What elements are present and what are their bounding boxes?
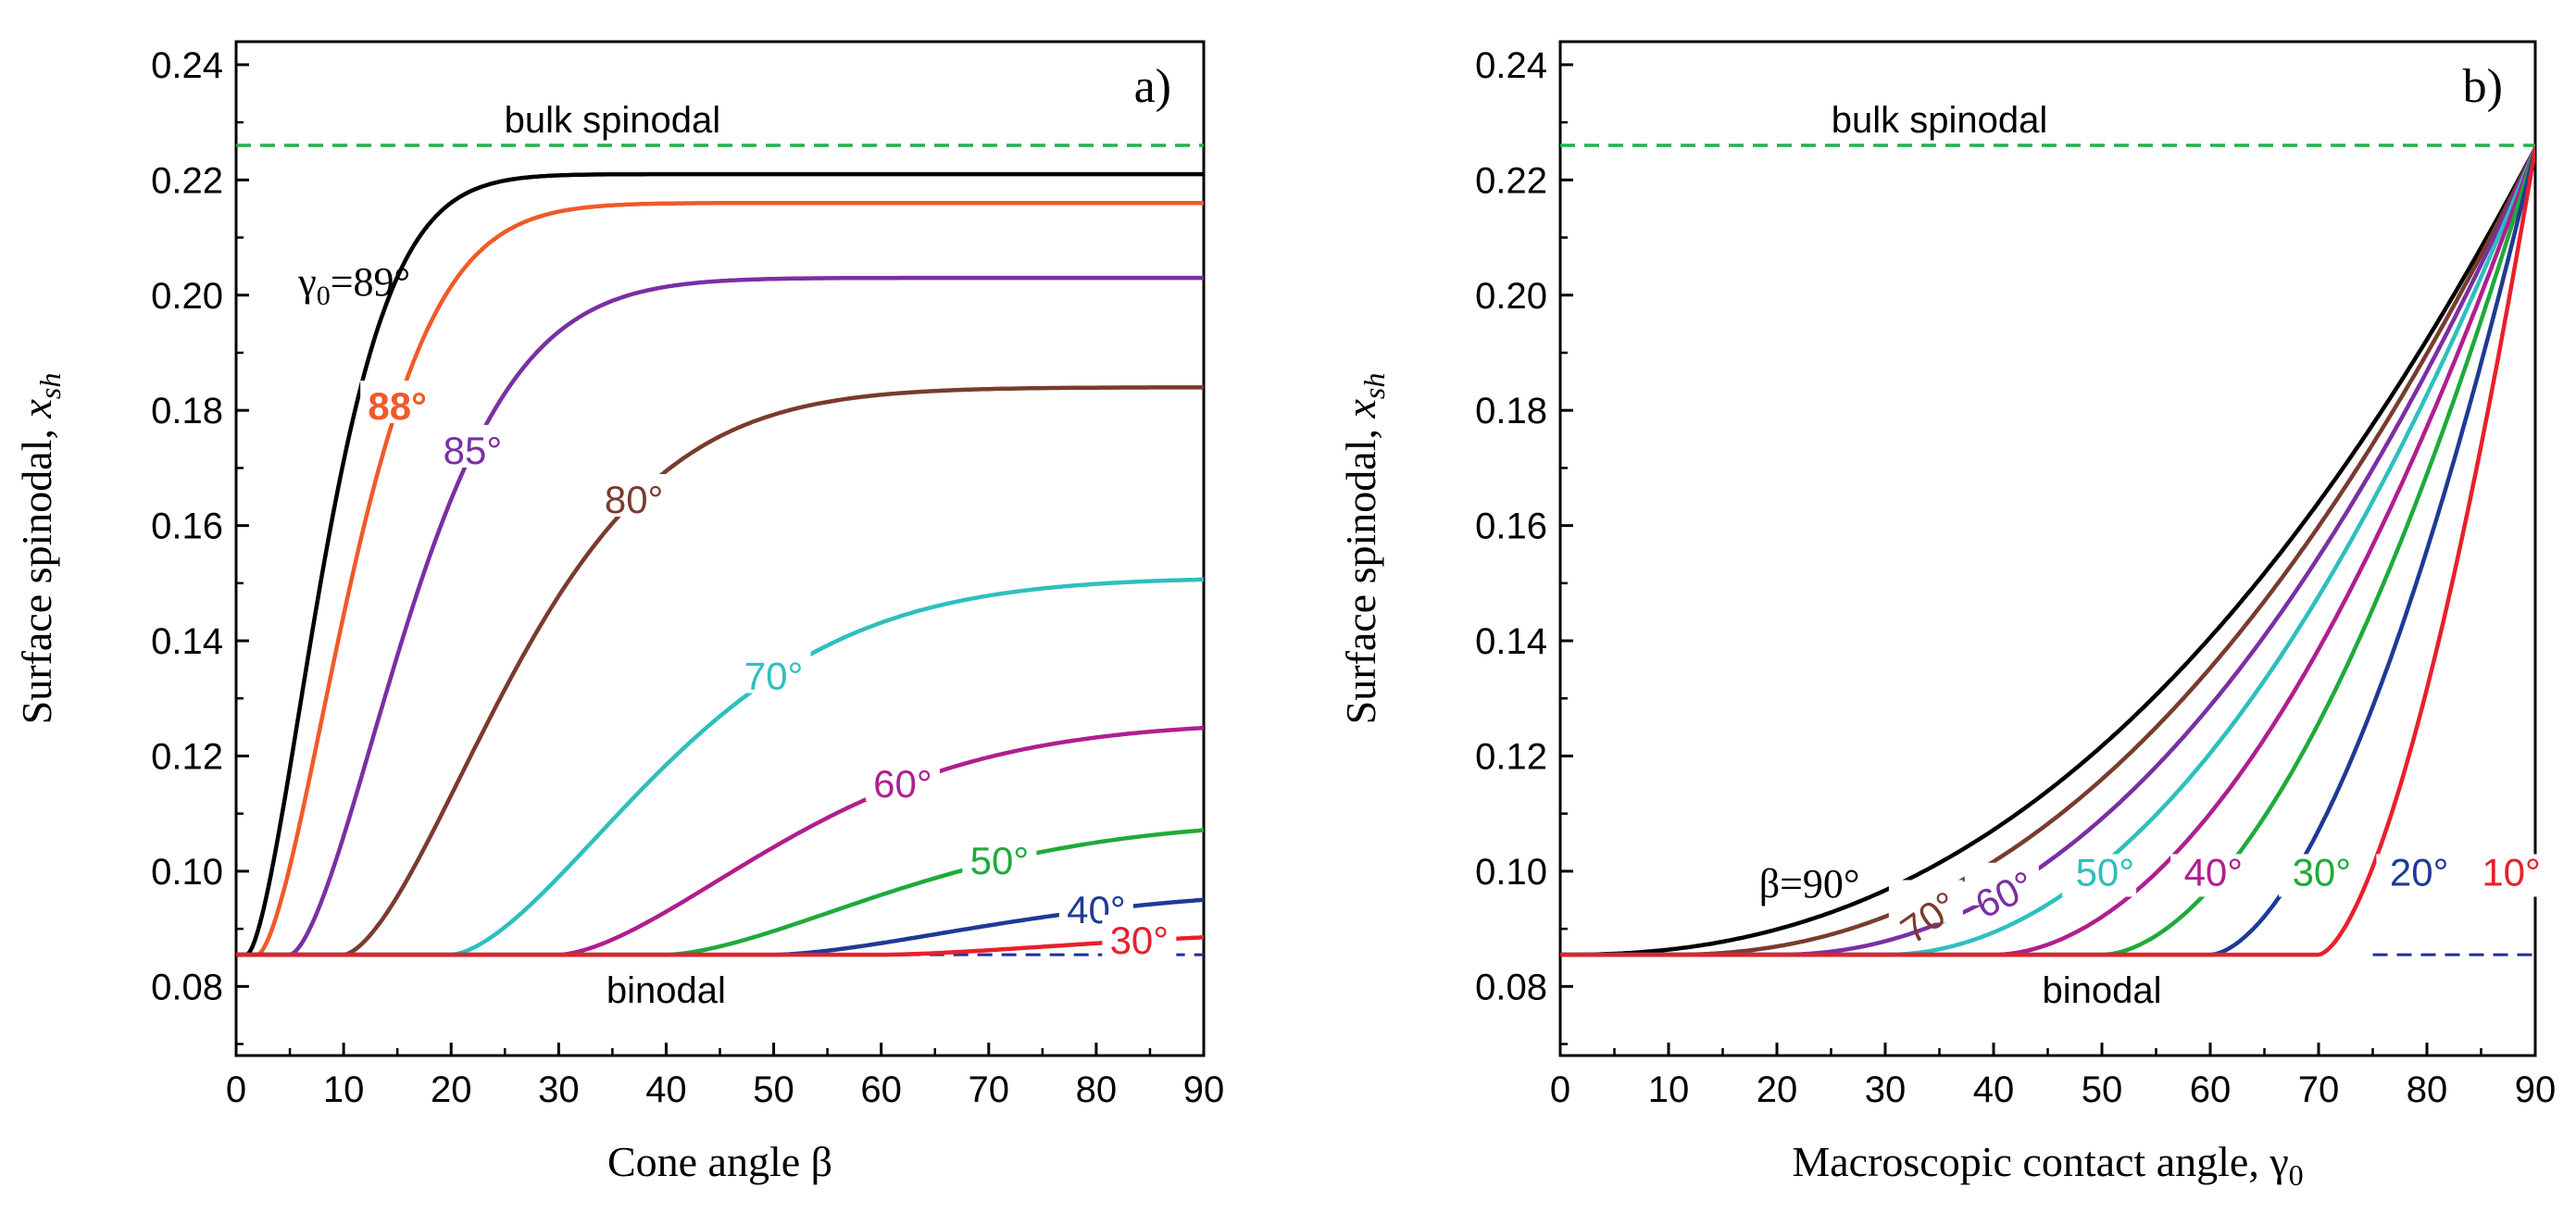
y-axis-title: Surface spinodal, xsh — [1337, 373, 1391, 725]
x-tick-label: 20 — [1757, 1069, 1798, 1110]
series-label-bg — [1888, 880, 1963, 923]
series-label: 88° — [368, 384, 427, 428]
series-label: 60° — [873, 762, 932, 806]
x-tick-label: 50 — [753, 1069, 794, 1110]
series-line — [1560, 145, 2535, 957]
x-axis-title: Macroscopic contact angle, γ0 — [1792, 1138, 2303, 1192]
series-line — [1560, 145, 2535, 957]
series-label: γ0=89° — [297, 259, 410, 311]
y-tick-label: 0.16 — [151, 506, 223, 547]
y-tick-label: 0.12 — [1475, 736, 1547, 777]
x-tick-label: 10 — [323, 1069, 365, 1110]
x-tick-label: 40 — [1973, 1069, 2015, 1110]
x-tick-label: 0 — [1550, 1069, 1570, 1110]
y-tick-label: 0.18 — [151, 391, 223, 431]
series-line — [1560, 145, 2535, 957]
x-axis-title: Cone angle β — [607, 1138, 832, 1185]
series-label: β=90° — [1759, 861, 1860, 906]
y-tick-label: 0.12 — [151, 736, 223, 777]
x-tick-label: 20 — [431, 1069, 472, 1110]
y-tick-label: 0.14 — [151, 621, 223, 662]
y-tick-label: 0.16 — [1475, 506, 1547, 547]
series-label-bg — [1102, 914, 1177, 957]
panel-b: 0 10 20 30 40 50 60 70 80 90 0.08 0.10 0.12 0.14 0.16 0… — [1337, 40, 2557, 1192]
series-label: 85° — [444, 429, 503, 472]
y-tick-label: 0.18 — [1475, 391, 1547, 431]
series-line — [236, 577, 1204, 957]
y-tick-label: 0.24 — [1475, 45, 1547, 86]
series-line — [236, 171, 1204, 957]
bulk-spinodal-label: bulk spinodal — [1832, 100, 2048, 141]
x-tick-label: 70 — [2298, 1069, 2340, 1110]
series-line — [236, 275, 1204, 957]
y-tick-label: 0.22 — [151, 160, 223, 201]
x-tick-label: 50 — [2082, 1069, 2123, 1110]
series-line — [236, 385, 1204, 957]
x-tick-label: 80 — [1076, 1069, 1118, 1110]
series-label: 50° — [2076, 850, 2135, 894]
x-tick-label: 90 — [1183, 1069, 1225, 1110]
series-line — [1560, 145, 2535, 957]
series-label: 50° — [970, 839, 1030, 882]
series-label-bg — [2170, 854, 2245, 897]
x-tick-label: 10 — [1648, 1069, 1690, 1110]
series-label: 70° — [744, 654, 804, 697]
series-label-bg — [2468, 854, 2543, 897]
series-line — [1560, 145, 2535, 957]
series-label-bg — [360, 381, 435, 424]
y-tick-label: 0.08 — [1475, 967, 1547, 1007]
x-tick-label: 30 — [538, 1069, 580, 1110]
series-line — [236, 828, 1204, 957]
y-tick-label: 0.14 — [1475, 621, 1547, 662]
y-axis-title: Surface spinodal, xsh — [13, 373, 67, 725]
y-tick-label: 0.24 — [151, 45, 223, 86]
y-tick-label: 0.10 — [1475, 852, 1547, 893]
series-label: 30° — [1110, 919, 1169, 962]
series-line — [1560, 145, 2535, 957]
y-tick-label: 0.08 — [151, 967, 223, 1007]
panel-a: 0 10 20 30 40 50 60 70 80 90 0.08 0.10 0.12 0.14 0.16 0… — [13, 40, 1225, 1185]
series-line — [236, 935, 1204, 957]
x-tick-label: 60 — [860, 1069, 902, 1110]
curves — [1560, 145, 2535, 957]
series-label-bg — [2376, 854, 2451, 897]
y-tick-label: 0.20 — [151, 276, 223, 317]
series-label-bg — [736, 650, 811, 694]
panel-tag: a) — [1134, 60, 1171, 113]
plot-frame — [234, 40, 1206, 1057]
panel-tag: b) — [2463, 60, 2503, 113]
series-label: 80° — [605, 478, 664, 521]
x-tick-label: 30 — [1865, 1069, 1907, 1110]
series-label: 30° — [2293, 850, 2352, 894]
series-label: 20° — [2390, 850, 2449, 894]
x-tick-label: 40 — [645, 1069, 687, 1110]
x-tick-label: 80 — [2407, 1069, 2448, 1110]
y-tick-label: 0.22 — [1475, 160, 1547, 201]
x-tick-label: 60 — [2190, 1069, 2232, 1110]
series-label-bg — [962, 834, 1037, 878]
series-line — [1560, 145, 2535, 957]
series-label-bg — [596, 474, 671, 518]
x-tick-label: 70 — [969, 1069, 1010, 1110]
series-label: 40° — [2184, 850, 2244, 894]
bulk-spinodal-label: bulk spinodal — [505, 100, 721, 141]
x-tick-label: 0 — [226, 1069, 246, 1110]
series-label-bg — [865, 757, 940, 801]
series-label-bg — [1964, 862, 2039, 906]
series-label-bg — [435, 424, 510, 468]
series-label-bg — [2062, 854, 2137, 897]
series-label-bg — [2279, 854, 2354, 897]
binodal-label: binodal — [606, 970, 726, 1011]
series-line — [1560, 145, 2535, 957]
y-tick-label: 0.10 — [151, 852, 223, 893]
y-tick-label: 0.20 — [1475, 276, 1547, 317]
binodal-label: binodal — [2042, 970, 2161, 1011]
x-tick-label: 90 — [2515, 1069, 2557, 1110]
series-label: 10° — [2482, 850, 2541, 894]
